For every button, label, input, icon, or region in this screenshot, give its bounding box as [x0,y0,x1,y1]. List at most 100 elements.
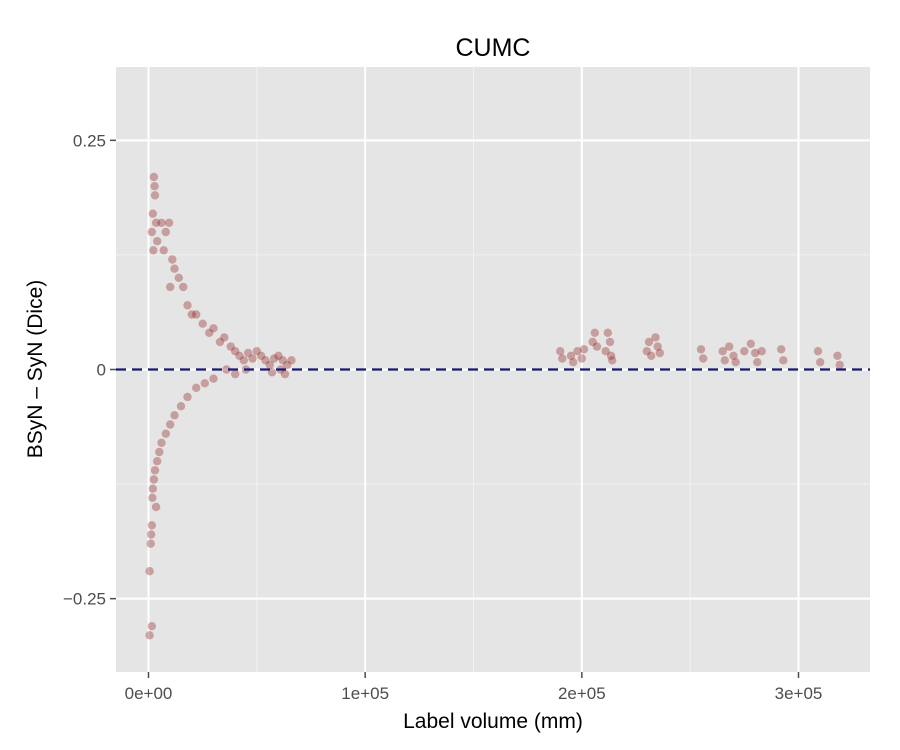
data-point [244,348,253,358]
data-point [725,342,734,351]
data-point [174,273,183,282]
data-point [231,369,240,379]
data-point [166,282,175,292]
data-point [150,466,160,475]
data-point [226,342,235,351]
data-point [556,347,565,356]
data-point [146,530,156,539]
data-point [833,351,842,360]
data-point [740,347,749,356]
data-point [183,301,192,310]
data-point [592,342,602,351]
data-point [209,324,218,333]
data-point [145,567,154,576]
x-tick-label: 0e+00 [125,684,173,703]
data-point [751,348,760,358]
data-point [274,351,283,360]
data-point [198,319,207,328]
data-point [148,493,157,502]
data-point [179,282,188,292]
data-point [235,351,244,360]
data-point [566,351,576,360]
data-point [150,191,160,200]
data-point [147,622,156,631]
data-point [161,429,170,438]
data-point [145,631,154,640]
data-point [146,539,155,548]
data-point [655,348,664,358]
data-point [205,328,214,337]
data-points [145,172,844,640]
data-point [590,328,599,337]
data-point [192,383,201,392]
data-point [149,172,159,182]
data-point [261,356,270,365]
data-point [642,347,651,356]
data-point [579,345,589,354]
data-point [718,347,727,356]
x-tick-label: 2e+05 [558,684,606,703]
data-point [153,457,162,466]
data-point [757,347,766,356]
data-point [699,354,708,363]
y-axis-title: BSyN – SyN (Dice) [24,280,47,459]
y-tick-label: 0 [97,361,106,380]
data-point [813,347,823,356]
data-point [209,374,218,383]
data-point [168,255,177,264]
data-point [215,337,225,347]
data-point [606,351,616,360]
data-point [257,351,266,360]
data-point [777,345,786,354]
data-point [151,502,161,512]
data-point [746,339,755,348]
data-point [148,484,157,493]
data-point [603,328,612,337]
data-point [283,360,292,370]
data-point [601,347,610,356]
data-point [265,360,274,370]
data-point [153,237,162,246]
data-point [164,218,174,227]
data-point [149,475,159,484]
data-point [239,356,248,365]
data-point [558,354,567,363]
data-point [569,358,578,367]
data-point [149,246,158,255]
data-point [653,342,662,351]
x-axis-title: Label volume (mm) [403,710,583,733]
data-point [577,354,586,363]
data-point [651,333,660,342]
data-point [176,402,186,411]
x-tick-label: 1e+05 [341,684,389,703]
data-point [148,209,157,218]
data-point [753,358,762,367]
data-point [151,218,161,227]
data-point [147,521,156,530]
data-point [720,356,729,365]
data-point [192,310,201,319]
data-point [157,438,166,447]
data-point [187,310,196,319]
x-tick-label: 3e+05 [775,684,823,703]
data-point [573,347,582,356]
data-point [779,356,788,365]
y-tick-label: 0.25 [73,131,106,150]
y-axis-ticks: −0.25 0 0.25 [63,131,116,609]
data-point [248,354,257,363]
data-point [816,358,825,367]
data-point [222,365,231,374]
data-point [252,347,261,356]
data-point [183,392,192,402]
data-point [166,420,175,429]
data-point [608,356,617,365]
chart-title: CUMC [456,34,531,62]
data-point [231,347,240,356]
data-point [278,356,287,365]
data-point [835,360,844,370]
data-point [220,333,229,342]
data-point [280,369,290,379]
data-point [161,227,170,237]
data-point [287,356,296,365]
